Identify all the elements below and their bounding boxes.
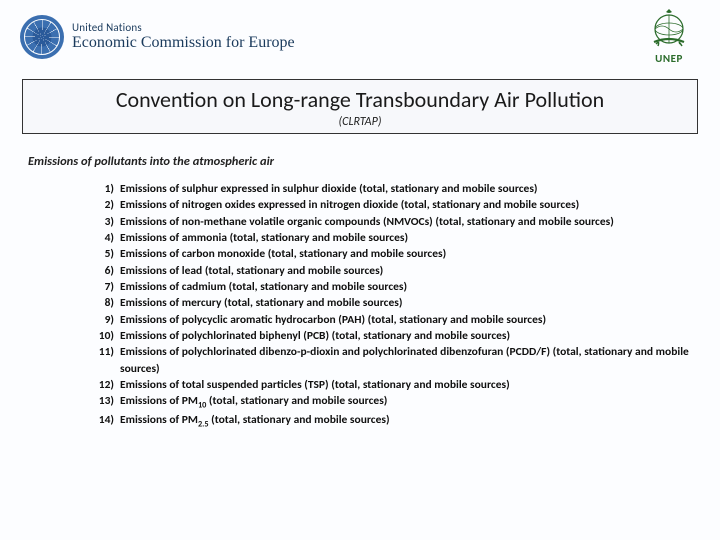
list-item-text: Emissions of PM2.5 (total, stationary an… [120,412,700,431]
emissions-list: 1) Emissions of sulphur expressed in sulp… [92,181,700,431]
list-item-text: Emissions of polycyclic aromatic hydroca… [120,312,700,328]
unece-text: United Nations Economic Commission for E… [72,21,295,52]
list-item-number: 11) [92,344,114,377]
header: United Nations Economic Commission for E… [0,0,720,73]
list-item: 5) Emissions of carbon monoxide (total, s… [92,246,700,262]
un-emblem-icon [20,15,64,59]
section-label: Emissions of pollutants into the atmosph… [28,154,720,169]
list-item-text: Emissions of PM10 (total, stationary and… [120,393,700,412]
list-item-number: 14) [92,412,114,431]
unep-emblem-icon [648,8,690,50]
list-item-number: 4) [92,230,114,246]
list-item-number: 8) [92,295,114,311]
list-item-text: Emissions of polychlorinated biphenyl (P… [120,328,700,344]
list-item: 14) Emissions of PM2.5 (total, stationary… [92,412,700,431]
list-item: 2) Emissions of nitrogen oxides expressed… [92,197,700,213]
list-item: 9) Emissions of polycyclic aromatic hydro… [92,312,700,328]
list-item: 4) Emissions of ammonia (total, stationar… [92,230,700,246]
title-box: Convention on Long-range Transboundary A… [22,79,698,134]
list-item-text: Emissions of non-methane volatile organi… [120,214,700,230]
list-item-number: 10) [92,328,114,344]
unep-logo: UNEP [648,8,690,65]
list-item-text: Emissions of cadmium (total, stationary … [120,279,700,295]
un-line2: Economic Commission for Europe [72,34,295,52]
list-item-number: 2) [92,197,114,213]
list-item: 3) Emissions of non-methane volatile orga… [92,214,700,230]
list-item-number: 1) [92,181,114,197]
list-item-text: Emissions of polychlorinated dibenzo-p-d… [120,344,700,377]
list-item-text: Emissions of sulphur expressed in sulphu… [120,181,700,197]
list-item: 11) Emissions of polychlorinated dibenzo-… [92,344,700,377]
list-item-number: 13) [92,393,114,412]
list-item-text: Emissions of ammonia (total, stationary … [120,230,700,246]
list-item-number: 12) [92,377,114,393]
list-item-number: 3) [92,214,114,230]
list-item: 13) Emissions of PM10 (total, stationary … [92,393,700,412]
list-item-number: 6) [92,263,114,279]
list-item-text: Emissions of total suspended particles (… [120,377,700,393]
list-item-text: Emissions of carbon monoxide (total, sta… [120,246,700,262]
list-item: 1) Emissions of sulphur expressed in sulp… [92,181,700,197]
list-item: 7) Emissions of cadmium (total, stationar… [92,279,700,295]
unep-label: UNEP [655,52,683,65]
unece-logo: United Nations Economic Commission for E… [20,15,295,59]
page-title: Convention on Long-range Transboundary A… [31,86,689,113]
list-item: 10) Emissions of polychlorinated biphenyl… [92,328,700,344]
list-item-number: 9) [92,312,114,328]
list-item: 6) Emissions of lead (total, stationary a… [92,263,700,279]
list-item-text: Emissions of nitrogen oxides expressed i… [120,197,700,213]
un-line1: United Nations [72,21,295,34]
list-item: 8) Emissions of mercury (total, stationar… [92,295,700,311]
list-item: 12) Emissions of total suspended particle… [92,377,700,393]
list-item-number: 7) [92,279,114,295]
list-item-text: Emissions of lead (total, stationary and… [120,263,700,279]
list-item-number: 5) [92,246,114,262]
list-item-text: Emissions of mercury (total, stationary … [120,295,700,311]
page-subtitle: (CLRTAP) [31,115,689,129]
